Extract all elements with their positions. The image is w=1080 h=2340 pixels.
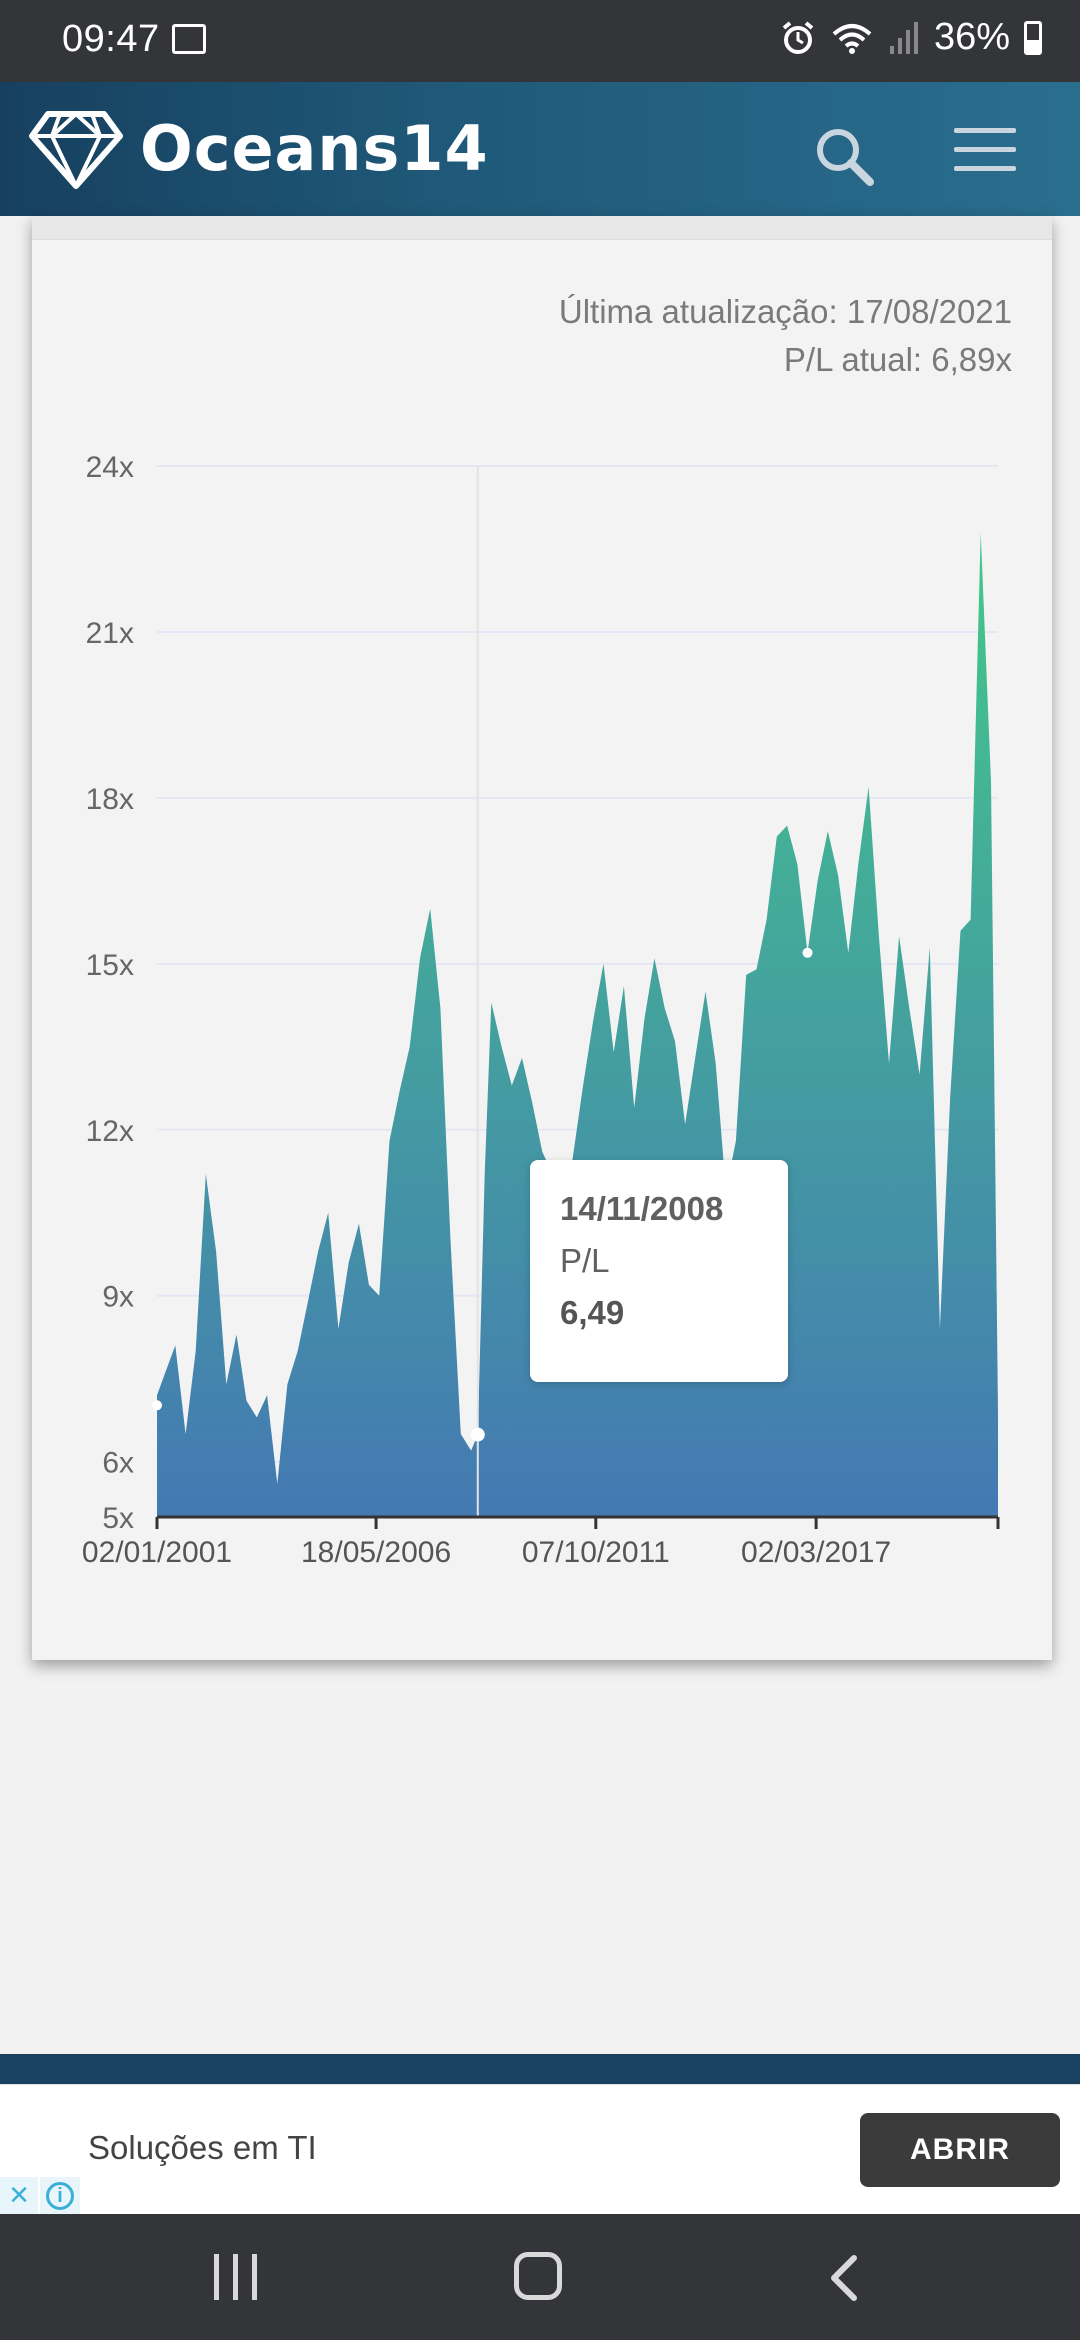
site-header: Oceans14 xyxy=(0,82,1080,216)
tooltip-date: 14/11/2008 xyxy=(560,1190,724,1227)
hover-point-marker xyxy=(470,1427,485,1442)
y-tick-label: 9x xyxy=(102,1281,134,1314)
tooltip-value: 6,49 xyxy=(560,1294,625,1331)
y-tick-label: 15x xyxy=(86,949,134,982)
gallery-icon xyxy=(172,24,206,54)
battery-icon xyxy=(1024,20,1042,55)
current-pl-text: P/L atual: 6,89x xyxy=(783,341,1012,378)
y-tick-label: 21x xyxy=(86,617,134,650)
info-icon[interactable]: i xyxy=(40,2177,80,2215)
status-bar: 09:47 36% xyxy=(0,0,1080,82)
y-tick-label: 24x xyxy=(86,451,134,484)
y-tick-label: 6x xyxy=(102,1447,134,1480)
close-icon[interactable]: × xyxy=(0,2177,38,2215)
y-tick-label: 5x xyxy=(102,1502,134,1535)
search-icon[interactable] xyxy=(810,122,880,192)
site-footer-band xyxy=(0,2054,1080,2084)
hamburger-menu-icon[interactable] xyxy=(954,128,1016,176)
tooltip-label: P/L xyxy=(560,1242,610,1279)
y-tick-label: 18x xyxy=(86,783,134,816)
wifi-icon xyxy=(832,23,872,54)
x-tick-label: 02/01/2001 xyxy=(82,1536,232,1569)
battery-percent: 36% xyxy=(933,16,1010,58)
home-icon[interactable] xyxy=(514,2252,562,2300)
back-icon[interactable] xyxy=(820,2252,872,2304)
x-tick-label: 18/05/2006 xyxy=(301,1536,451,1569)
chart-tooltip: 14/11/2008 P/L 6,49 xyxy=(530,1160,788,1382)
diamond-icon[interactable] xyxy=(28,108,124,190)
alarm-icon xyxy=(782,20,814,54)
ad-banner[interactable]: Soluções em TI ABRIR × i xyxy=(0,2084,1080,2215)
last-update-text: Última atualização: 17/08/2021 xyxy=(558,293,1012,330)
brand-name[interactable]: Oceans14 xyxy=(140,112,489,185)
series-point-marker xyxy=(802,947,813,958)
ad-text[interactable]: Soluções em TI xyxy=(88,2129,317,2166)
x-tick-label: 07/10/2011 xyxy=(522,1536,670,1569)
recent-apps-icon[interactable] xyxy=(214,2254,258,2300)
card-top-strip xyxy=(32,216,1052,240)
series-point-marker xyxy=(152,1400,162,1411)
ad-open-button[interactable]: ABRIR xyxy=(860,2113,1060,2187)
x-tick-label: 02/03/2017 xyxy=(741,1536,891,1569)
signal-icon xyxy=(889,21,918,54)
status-time: 09:47 xyxy=(62,18,160,60)
update-info: Última atualização: 17/08/2021 P/L atual… xyxy=(559,288,1012,384)
y-tick-label: 12x xyxy=(86,1115,134,1148)
system-nav-bar xyxy=(0,2214,1080,2340)
